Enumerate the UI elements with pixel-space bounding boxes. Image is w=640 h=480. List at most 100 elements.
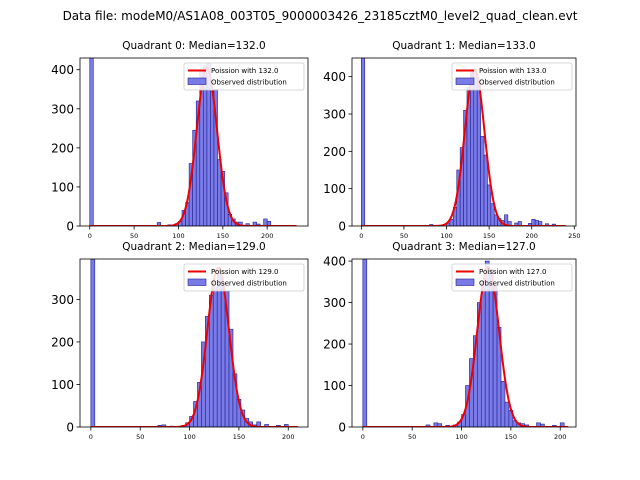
y-tick-label: 0	[66, 421, 74, 435]
histogram-bar	[210, 90, 215, 226]
legend-curve-label: Poission with 132.0	[211, 67, 279, 75]
y-tick-label: 200	[51, 141, 74, 155]
poisson-curve	[89, 66, 297, 226]
legend-bar-label: Observed distribution	[479, 79, 555, 87]
legend-box	[451, 62, 573, 91]
x-tick-label: 0	[359, 232, 363, 240]
x-tick-label: 50	[400, 232, 408, 240]
y-tick-label: 400	[323, 70, 346, 84]
y-tick-label: 100	[51, 378, 74, 392]
x-tick-label: 0	[88, 232, 92, 240]
x-tick-label: 250	[568, 232, 580, 240]
x-tick-label: 100	[440, 232, 452, 240]
y-tick-label: 300	[323, 296, 346, 310]
x-tick-label: 200	[261, 232, 273, 240]
x-tick-label: 0	[361, 433, 365, 441]
y-tick-label: 400	[323, 255, 346, 269]
x-tick-label: 100	[183, 433, 195, 441]
axes-frame	[79, 57, 309, 227]
y-tick-label: 200	[323, 145, 346, 159]
histogram-bar	[263, 218, 268, 226]
chart-title: Quadrant 1: Median=133.0	[392, 40, 535, 52]
histogram-bar	[488, 269, 494, 427]
histogram-bar	[89, 58, 94, 226]
legend-curve-label: Poission with 133.0	[479, 67, 547, 75]
figure-suptitle: Data file: modeM0/AS1A08_003T05_90000034…	[63, 9, 578, 23]
histogram-bar	[517, 221, 522, 226]
histogram-bar	[504, 401, 510, 427]
y-tick-label: 200	[51, 335, 74, 349]
legend: Poission with 133.0 Observed distribution	[451, 62, 573, 91]
y-tick-label: 200	[323, 338, 346, 352]
y-tick-label: 300	[323, 108, 346, 122]
legend-box	[183, 62, 305, 91]
histogram-bar	[480, 281, 486, 427]
chart-title: Quadrant 2: Median=129.0	[122, 241, 265, 253]
x-tick-label: 200	[554, 433, 566, 441]
y-tick-label: 0	[338, 220, 346, 234]
chart-title: Quadrant 0: Median=132.0	[122, 40, 265, 52]
histogram-bar	[476, 83, 481, 226]
quadrant-0-chart: Quadrant 0: Median=132.0 0 50 100 150 200 0 100…	[51, 40, 309, 240]
y-tick-label: 100	[51, 180, 74, 194]
y-tick-label: 0	[338, 421, 346, 435]
legend-curve-label: Poission with 129.0	[211, 268, 279, 276]
legend-bar-swatch	[455, 278, 475, 286]
plot-area	[89, 58, 297, 226]
x-tick-label: 0	[89, 433, 93, 441]
chart-title: Quadrant 3: Median=127.0	[392, 241, 535, 253]
x-tick-label: 200	[282, 433, 294, 441]
legend: Poission with 129.0 Observed distribution	[183, 263, 305, 292]
x-tick-label: 200	[526, 232, 538, 240]
x-tick-label: 150	[483, 232, 495, 240]
x-tick-label: 50	[130, 232, 138, 240]
y-tick-label: 400	[51, 63, 74, 77]
histogram-bar	[361, 58, 366, 226]
y-tick-label: 300	[51, 293, 74, 307]
y-tick-label: 100	[323, 379, 346, 393]
chart-grid: Quadrant 0: Median=132.0 0 50 100 150 200 0 100…	[51, 40, 580, 441]
histogram-bar	[507, 221, 512, 226]
axes-frame	[79, 258, 309, 428]
y-tick-label: 100	[323, 182, 346, 196]
x-tick-label: 150	[233, 433, 245, 441]
axes-frame	[351, 258, 577, 428]
histogram-bar	[538, 221, 543, 226]
plot-area	[361, 58, 566, 226]
histogram-bar	[480, 136, 485, 226]
histogram-bar	[212, 286, 218, 427]
histogram-bar	[473, 68, 478, 226]
legend-bar-label: Observed distribution	[211, 79, 287, 87]
histogram-bar	[490, 203, 495, 226]
quadrant-1-chart: Quadrant 1: Median=133.0 0 50 100 150 200 250 0…	[323, 40, 580, 240]
x-tick-label: 150	[505, 433, 517, 441]
legend-curve-label: Poission with 127.0	[479, 268, 547, 276]
histogram-bar	[266, 221, 272, 226]
x-tick-label: 50	[136, 433, 144, 441]
poisson-curve	[361, 67, 566, 226]
x-tick-label: 150	[217, 232, 229, 240]
x-tick-label: 100	[455, 433, 467, 441]
histogram-bar	[500, 381, 506, 427]
histogram-bar	[437, 423, 443, 427]
x-tick-label: 50	[408, 433, 416, 441]
histogram-bar	[504, 214, 509, 226]
legend-bar-label: Observed distribution	[479, 280, 555, 288]
histogram-bar	[483, 154, 488, 226]
legend: Poission with 132.0 Observed distribution	[183, 62, 305, 91]
legend-bar-swatch	[187, 278, 207, 286]
legend: Poission with 127.0 Observed distribution	[451, 263, 573, 292]
histogram-bar	[256, 421, 261, 427]
quadrant-2-chart: Quadrant 2: Median=129.0 0 50 100 150 200 0 100…	[51, 241, 309, 441]
histogram-bar	[470, 68, 475, 226]
histogram-bar	[531, 218, 536, 226]
histogram-bar	[220, 282, 226, 427]
x-tick-label: 100	[172, 232, 184, 240]
histogram-bar	[487, 184, 492, 226]
legend-box	[183, 263, 305, 292]
histogram-bar	[425, 424, 431, 427]
histogram-bar	[90, 259, 96, 427]
legend-box	[451, 263, 573, 292]
axes-frame	[351, 57, 577, 227]
